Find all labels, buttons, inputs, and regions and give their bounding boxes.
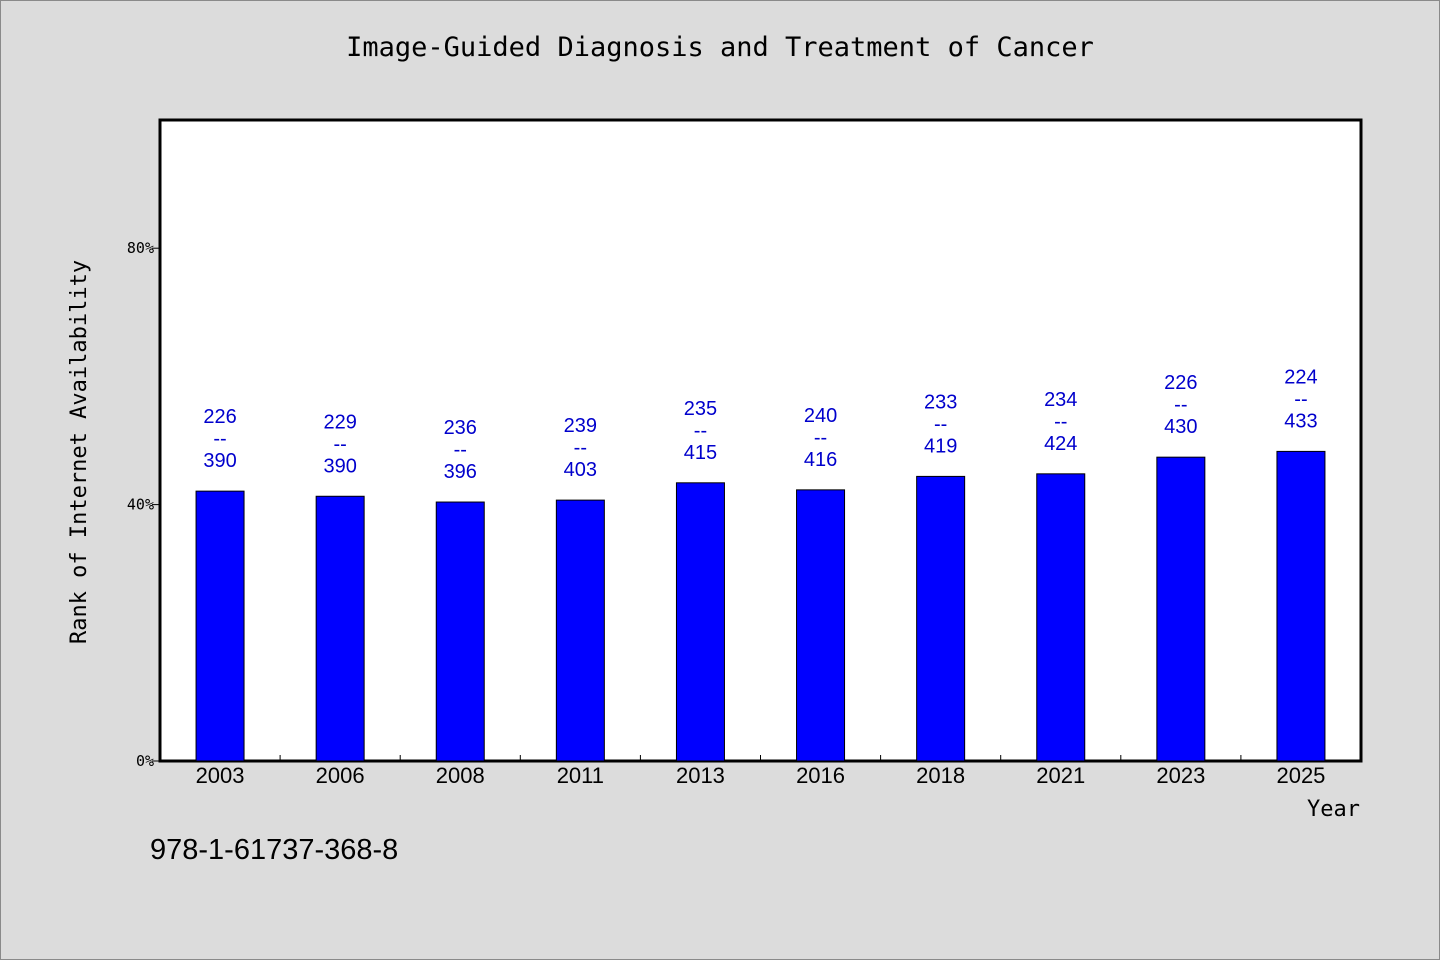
bar-2018 bbox=[916, 475, 966, 762]
bar-2023 bbox=[1156, 456, 1206, 762]
y-tick-label: 0% bbox=[136, 752, 154, 770]
x-tick-label-2023: 2023 bbox=[1156, 763, 1205, 788]
x-axis-label: Year bbox=[1307, 797, 1360, 822]
data-label-2013: 235 --415 bbox=[684, 398, 717, 464]
x-tick-label-2016: 2016 bbox=[796, 763, 845, 788]
bar-2025 bbox=[1276, 450, 1326, 762]
data-label-2021: 234 --424 bbox=[1044, 389, 1077, 455]
data-label-2006: 229 --390 bbox=[323, 411, 356, 477]
y-axis-label: Rank of Internet Availability bbox=[67, 260, 92, 644]
data-label-2016: 240 --416 bbox=[804, 405, 837, 471]
bar-2006 bbox=[315, 495, 365, 762]
chart-title: Image-Guided Diagnosis and Treatment of … bbox=[346, 32, 1094, 63]
bars-group bbox=[195, 450, 1326, 762]
bar-2008 bbox=[435, 501, 485, 762]
bar-2013 bbox=[675, 482, 725, 762]
data-label-2025: 224 --433 bbox=[1284, 366, 1317, 432]
isbn-text: 978-1-61737-368-8 bbox=[150, 834, 399, 866]
bar-2003 bbox=[195, 490, 245, 762]
ticks-group: 2003 2006 2008 2011 2013 2016 2018 2021 2023 2025… bbox=[127, 239, 1326, 788]
x-tick-label-2021: 2021 bbox=[1036, 763, 1085, 788]
x-tick-label-2006: 2006 bbox=[316, 763, 365, 788]
bar-2021 bbox=[1036, 473, 1086, 762]
bar-2011 bbox=[555, 499, 605, 762]
x-tick-label-2013: 2013 bbox=[676, 763, 725, 788]
data-label-2003: 226 --390 bbox=[203, 406, 236, 472]
data-labels-group: 226 --390 229 --390 236 --396 239 --403 235 --415… bbox=[203, 366, 1317, 483]
x-tick-label-2008: 2008 bbox=[436, 763, 485, 788]
data-label-2011: 239 --403 bbox=[564, 415, 597, 481]
data-label-2018: 233 --419 bbox=[924, 391, 957, 457]
x-tick-label-2025: 2025 bbox=[1276, 763, 1325, 788]
bar-2016 bbox=[796, 489, 846, 762]
y-tick-label: 40% bbox=[127, 496, 154, 514]
x-tick-label-2011: 2011 bbox=[557, 763, 604, 788]
y-tick-label: 80% bbox=[127, 239, 154, 257]
x-tick-label-2003: 2003 bbox=[196, 763, 245, 788]
data-label-2008: 236 --396 bbox=[444, 417, 477, 483]
x-tick-label-2018: 2018 bbox=[916, 763, 965, 788]
data-label-2023: 226 --430 bbox=[1164, 372, 1197, 438]
